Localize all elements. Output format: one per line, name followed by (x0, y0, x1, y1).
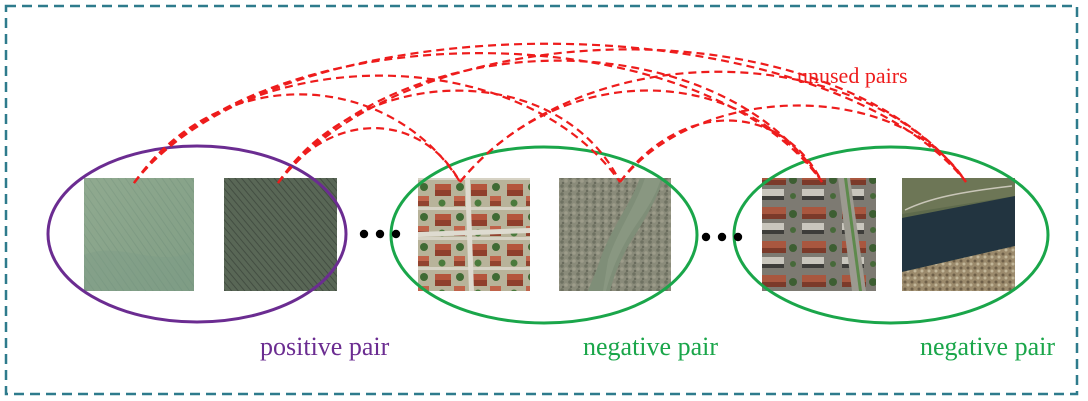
negative-pair-ellipse-2 (732, 145, 1050, 325)
unused-pairs-label: unused pairs (797, 63, 908, 88)
arc-4-5 (619, 119, 823, 183)
positive-pair-label: positive pair (260, 332, 390, 361)
sample-image-residential (418, 178, 530, 291)
arc-1-4 (133, 74, 621, 184)
arc-3-5 (459, 89, 823, 183)
arc-2-4 (277, 89, 621, 184)
outer-dashed-frame (4, 4, 1079, 396)
arc-1-5 (133, 52, 823, 184)
sample-image-urban (762, 178, 876, 291)
negative-pair-ellipse-1 (389, 145, 699, 325)
sample-image-farmland-1 (84, 178, 194, 291)
arc-2-5 (277, 59, 823, 184)
sample-image-forest-river (559, 178, 671, 291)
ellipsis-dots-1 (359, 229, 401, 239)
ellipsis-dots-2 (701, 232, 743, 242)
arc-1-3 (133, 93, 461, 184)
arc-4-6 (619, 104, 967, 183)
unused-pair-arcs (133, 42, 967, 184)
arc-3-6 (459, 70, 967, 183)
sample-image-farmland-2 (224, 178, 337, 291)
negative-pair-label-1: negative pair (583, 332, 718, 361)
positive-pair-ellipse (46, 144, 348, 324)
sample-image-river (902, 178, 1015, 291)
negative-pair-label-2: negative pair (920, 332, 1055, 361)
